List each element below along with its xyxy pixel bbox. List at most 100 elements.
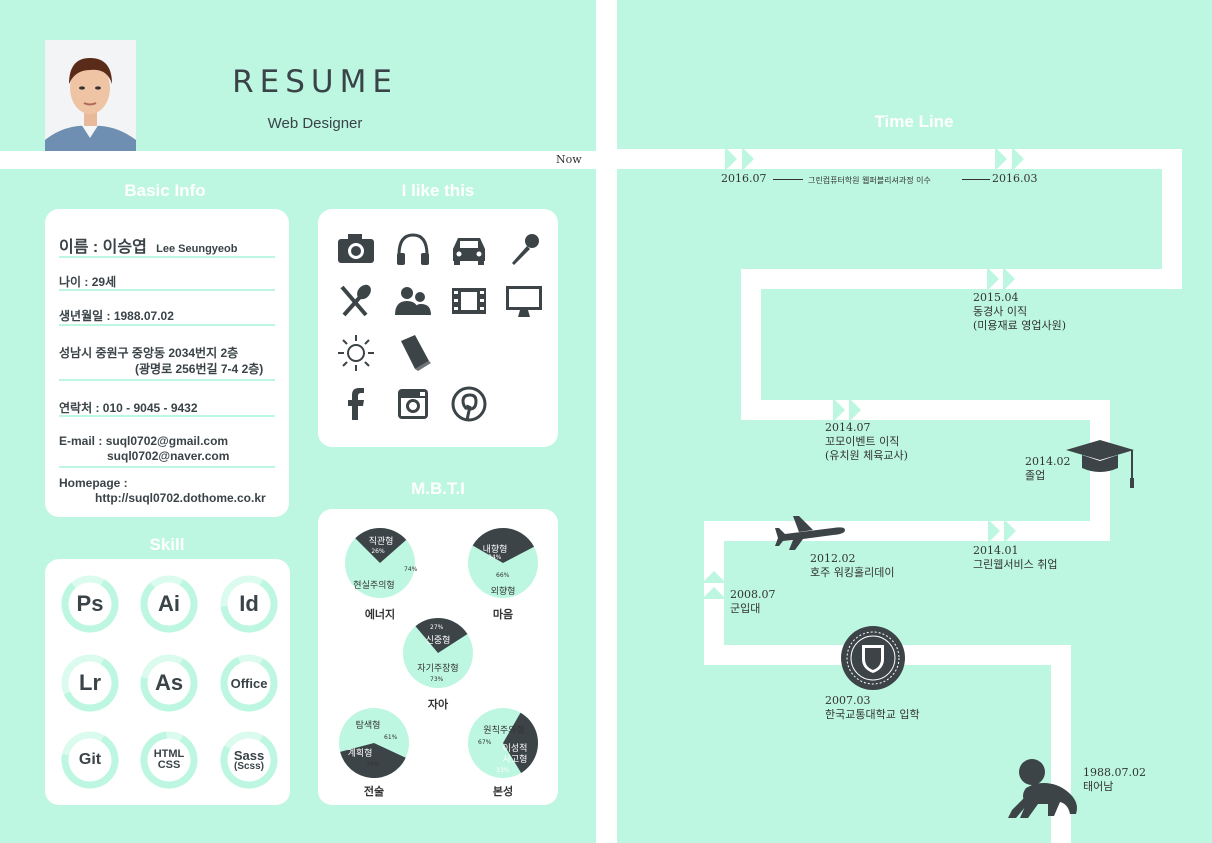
- microphone-icon: [512, 234, 539, 265]
- skill-ring-fill: [140, 654, 198, 712]
- camera-icon: [338, 234, 374, 263]
- email-secondary[interactable]: suql0702@naver.com: [107, 449, 230, 463]
- skill-label: Id: [239, 591, 259, 616]
- timeline-text: 동경사 이직: [973, 305, 1028, 318]
- mbti-dark-pct: 39%: [366, 761, 380, 768]
- mbti-light-label: 자기주장형: [417, 664, 459, 674]
- mbti-dark-slice: [355, 528, 407, 563]
- mbti-light-pct: 74%: [404, 566, 418, 573]
- name-english: Lee Seungyeob: [156, 243, 238, 255]
- timeline-date: 2014.02: [1025, 455, 1071, 468]
- timeline-connector: [773, 179, 803, 180]
- mbti-title: M.B.T.I: [411, 479, 465, 498]
- likes-title: I like this: [401, 181, 475, 200]
- mbti-light-pct: 67%: [478, 739, 492, 746]
- homepage-link[interactable]: http://suql0702.dothome.co.kr: [95, 491, 266, 505]
- mbti-light-pct: 61%: [384, 734, 398, 741]
- pinterest-icon[interactable]: [449, 384, 489, 424]
- mbti-light-label: 탐색형: [355, 721, 381, 731]
- facebook-icon[interactable]: [336, 384, 376, 424]
- skill-ring-fill: [140, 575, 198, 633]
- mbti-dark-pct: 33%: [496, 767, 510, 774]
- skill-html-css: HTML CSS: [140, 731, 198, 789]
- address-line1: 성남시 중원구 중앙동 2034번지 2층: [59, 346, 239, 360]
- mbti-name: 자아: [427, 699, 449, 711]
- skill-label: Ps: [76, 591, 104, 616]
- skill-sass: Sass (Scss): [220, 731, 278, 789]
- skill-office: Office: [220, 654, 278, 712]
- timeline-path: [617, 147, 1182, 843]
- timeline-text: 태어남: [1083, 780, 1114, 793]
- timeline-text: 호주 워킹홀리데이: [810, 566, 895, 579]
- mbti-dark-label: 계획형: [347, 749, 373, 759]
- graduation-cap-icon: [1066, 440, 1134, 488]
- cutlery-icon: [340, 284, 371, 317]
- timeline-title: Time Line: [874, 112, 954, 131]
- timeline-date: 2014.01: [973, 544, 1019, 557]
- film-icon: [452, 288, 486, 314]
- skill-ring: [140, 575, 198, 633]
- birth-row: 생년월일 : 1988.07.02: [59, 307, 275, 326]
- instagram-icon[interactable]: [393, 384, 433, 424]
- timeline-text: 그린웹서비스 취업: [973, 558, 1058, 571]
- timeline-text: 군입대: [730, 602, 761, 615]
- timeline-date: 2014.07: [825, 421, 871, 434]
- timeline-event-2014-01: 2014.01 그린웹서비스 취업: [973, 544, 1057, 572]
- skill-label-line1: HTML: [153, 748, 185, 760]
- resume-title: RESUME: [232, 64, 398, 100]
- address-row: 성남시 중원구 중앙동 2034번지 2층 (광명로 256번길 7-4 2층): [59, 345, 275, 381]
- skill-ring-fill: [140, 731, 198, 789]
- profile-photo: [45, 40, 136, 163]
- skill-ring-fill: [61, 731, 119, 789]
- skill-lr: Lr: [61, 654, 119, 712]
- timeline-text: 그린컴퓨터학원 웹퍼블리셔과정 이수: [808, 176, 931, 185]
- likes-card: [318, 209, 558, 447]
- skill-git: Git: [61, 731, 119, 789]
- email-label: E-mail :: [59, 434, 103, 448]
- headphones-icon: [397, 233, 429, 265]
- skill-label: Office: [230, 675, 268, 691]
- basic-info-card: 이름 : 이승엽 Lee Seungyeob 나이 : 29세 생년월일 : 1…: [45, 209, 289, 517]
- mbti-dark-label: 신중형: [425, 636, 451, 646]
- timeline-text: (유치원 체육교사): [825, 449, 908, 462]
- address-line2: (광명로 256번길 7-4 2층): [135, 362, 264, 376]
- name-row: 이름 : 이승엽 Lee Seungyeob: [59, 233, 275, 258]
- skill-as: As: [140, 654, 198, 712]
- homepage-row: Homepage : http://suql0702.dothome.co.kr: [59, 476, 279, 506]
- skill-ring: [220, 575, 278, 633]
- timeline-date: 2016.07: [721, 172, 767, 185]
- skill-label: Git: [78, 751, 102, 768]
- timeline-date: 1988.07.02: [1083, 766, 1146, 779]
- mbti-dark-pct: 27%: [430, 624, 444, 631]
- skill-ring: [140, 654, 198, 712]
- timeline-event-2015: 2015.04 동경사 이직 (미용재료 영업사원): [973, 291, 1066, 333]
- skill-ring-fill: [220, 654, 278, 712]
- people-icon: [395, 287, 431, 315]
- timeline-text: (미용재료 영업사원): [973, 319, 1067, 332]
- skill-card: Ps Ai Id Lr As Office Git HTML CSS Sass (S…: [45, 559, 290, 805]
- skill-ring: [61, 731, 119, 789]
- timeline-connector: [962, 179, 990, 180]
- skill-ring: [140, 731, 198, 789]
- skill-label: As: [154, 670, 184, 695]
- mbti-pie-tactics: [339, 708, 409, 778]
- timeline-date: 2008.07: [730, 588, 776, 601]
- skill-ring: [220, 654, 278, 712]
- name-value: 이름 : 이승엽: [59, 239, 147, 256]
- homepage-label: Homepage :: [59, 476, 128, 490]
- skill-label: Lr: [79, 670, 101, 695]
- mbti-dark-slice: [472, 528, 535, 563]
- email-primary[interactable]: suql0702@gmail.com: [105, 434, 229, 448]
- monitor-icon: [506, 286, 542, 317]
- skill-ai: Ai: [140, 575, 198, 633]
- skill-ring: [61, 575, 119, 633]
- now-label: Now: [556, 153, 582, 166]
- timeline-event-2012: 2012.02 호주 워킹홀리데이: [810, 552, 894, 580]
- timeline-text: 꼬모이벤트 이직: [825, 435, 900, 448]
- crawling-baby-icon: [1008, 759, 1077, 818]
- mbti-dark-label: 직관형: [368, 537, 394, 547]
- skill-ring-fill: [61, 575, 119, 633]
- timeline-event-1988: 1988.07.02 태어남: [1083, 766, 1146, 794]
- skill-label-line2: CSS: [157, 759, 181, 771]
- timeline-text: 졸업: [1025, 469, 1046, 482]
